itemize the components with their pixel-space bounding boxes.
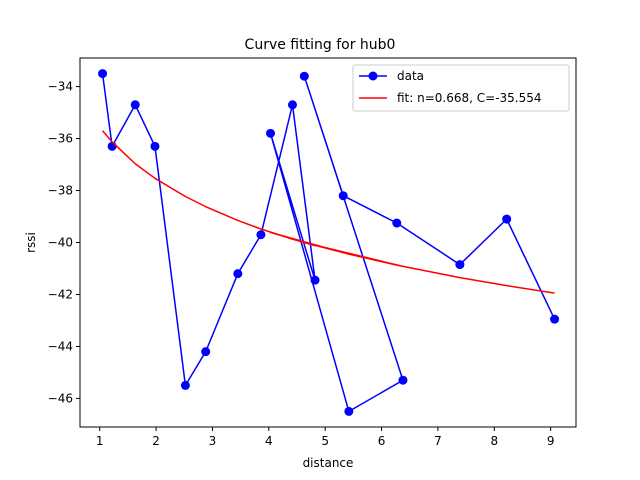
y-tick-label: −42 xyxy=(48,287,73,301)
x-axis-label: distance xyxy=(303,456,354,470)
data-point xyxy=(310,275,320,285)
legend-fit-label: fit: n=0.668, C=-35.554 xyxy=(397,91,542,105)
x-tick-label: 8 xyxy=(490,434,498,448)
legend-box xyxy=(352,64,570,112)
x-tick-label: 6 xyxy=(378,434,386,448)
legend: data fit: n=0.668, C=-35.554 xyxy=(352,64,570,112)
series-fit-line xyxy=(101,130,555,294)
data-point xyxy=(266,128,276,138)
data-point xyxy=(344,406,354,416)
y-tick-label: −38 xyxy=(48,184,73,198)
data-point xyxy=(201,347,211,357)
x-tick-label: 5 xyxy=(321,434,329,448)
legend-data-marker xyxy=(368,71,378,81)
data-point xyxy=(287,100,297,110)
data-point xyxy=(107,141,117,151)
y-tick-label: −46 xyxy=(48,391,73,405)
data-point xyxy=(150,141,160,151)
x-tick-label: 1 xyxy=(96,434,104,448)
y-tick-label: −36 xyxy=(48,132,73,146)
ticks: 1 2 3 4 5 6 7 8 9 −46 −44 −42 −40 −38 −36 −34 xyxy=(48,80,555,448)
data-point xyxy=(180,380,190,390)
data-point xyxy=(233,269,243,279)
data-point xyxy=(550,314,560,324)
data-point xyxy=(392,218,402,228)
data-point xyxy=(98,69,108,79)
x-tick-label: 9 xyxy=(547,434,555,448)
data-point xyxy=(398,375,408,385)
x-tick-label: 3 xyxy=(209,434,217,448)
chart-title: Curve fitting for hub0 xyxy=(245,37,396,53)
data-point xyxy=(130,100,140,110)
x-tick-label: 2 xyxy=(152,434,160,448)
y-tick-label: −44 xyxy=(48,339,73,353)
y-tick-label: −40 xyxy=(48,236,73,250)
data-point xyxy=(299,71,309,81)
x-tick-label: 4 xyxy=(265,434,273,448)
data-point xyxy=(256,230,266,240)
data-point xyxy=(455,260,465,270)
legend-data-label: data xyxy=(397,69,424,83)
plot-area xyxy=(98,69,560,416)
y-tick-label: −34 xyxy=(48,80,73,94)
data-point xyxy=(502,214,512,224)
x-tick-label: 7 xyxy=(434,434,442,448)
y-axis-label: rssi xyxy=(24,232,38,253)
data-point xyxy=(338,191,348,201)
